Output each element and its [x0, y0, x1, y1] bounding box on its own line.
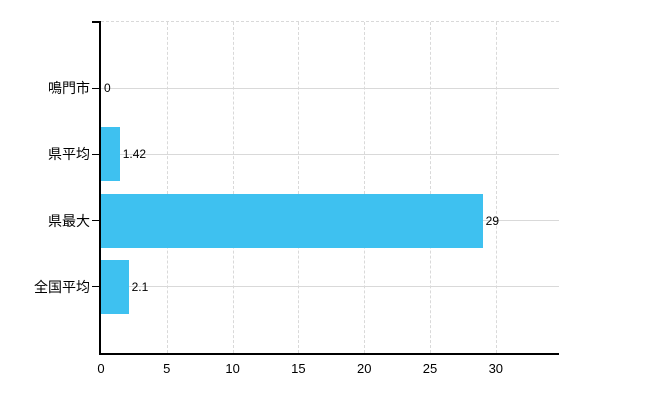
plot-top-border	[101, 21, 559, 22]
y-axis-category-tick	[92, 87, 99, 89]
category-label: 県最大	[48, 212, 90, 229]
y-axis-category-tick	[92, 153, 99, 155]
horizontal-gridline	[101, 286, 559, 288]
x-axis-tick-label: 10	[225, 361, 240, 376]
bar-value-label: 29	[485, 213, 500, 228]
bar	[101, 193, 483, 248]
vertical-gridline	[232, 22, 234, 353]
vertical-gridline	[495, 22, 497, 353]
horizontal-gridline	[101, 87, 559, 89]
vertical-gridline	[166, 22, 168, 353]
x-axis-line	[99, 353, 559, 355]
x-axis-tick-label: 20	[356, 361, 372, 376]
x-axis-tick-label: 25	[422, 361, 438, 376]
x-axis-tick-label: 15	[291, 361, 306, 376]
y-axis-category-tick	[92, 220, 99, 222]
x-axis-tick-label: 0	[97, 361, 105, 376]
y-axis-line	[99, 21, 101, 355]
category-label: 県平均	[48, 146, 90, 163]
vertical-gridline	[364, 22, 366, 353]
y-axis-top-tick	[92, 21, 99, 23]
y-axis-category-tick	[92, 286, 99, 288]
horizontal-gridline	[101, 153, 559, 155]
bar	[101, 127, 120, 182]
bar-value-label: 2.1	[131, 279, 149, 294]
bar	[101, 259, 129, 314]
bar-value-label: 0	[104, 81, 111, 96]
x-axis-tick-label: 5	[163, 361, 171, 376]
vertical-gridline	[430, 22, 432, 353]
x-axis-tick-label: 30	[488, 361, 504, 376]
category-label: 全国平均	[34, 278, 90, 295]
vertical-gridline	[298, 22, 300, 353]
bar-value-label: 1.42	[122, 147, 147, 162]
category-label: 鳴門市	[48, 80, 90, 97]
